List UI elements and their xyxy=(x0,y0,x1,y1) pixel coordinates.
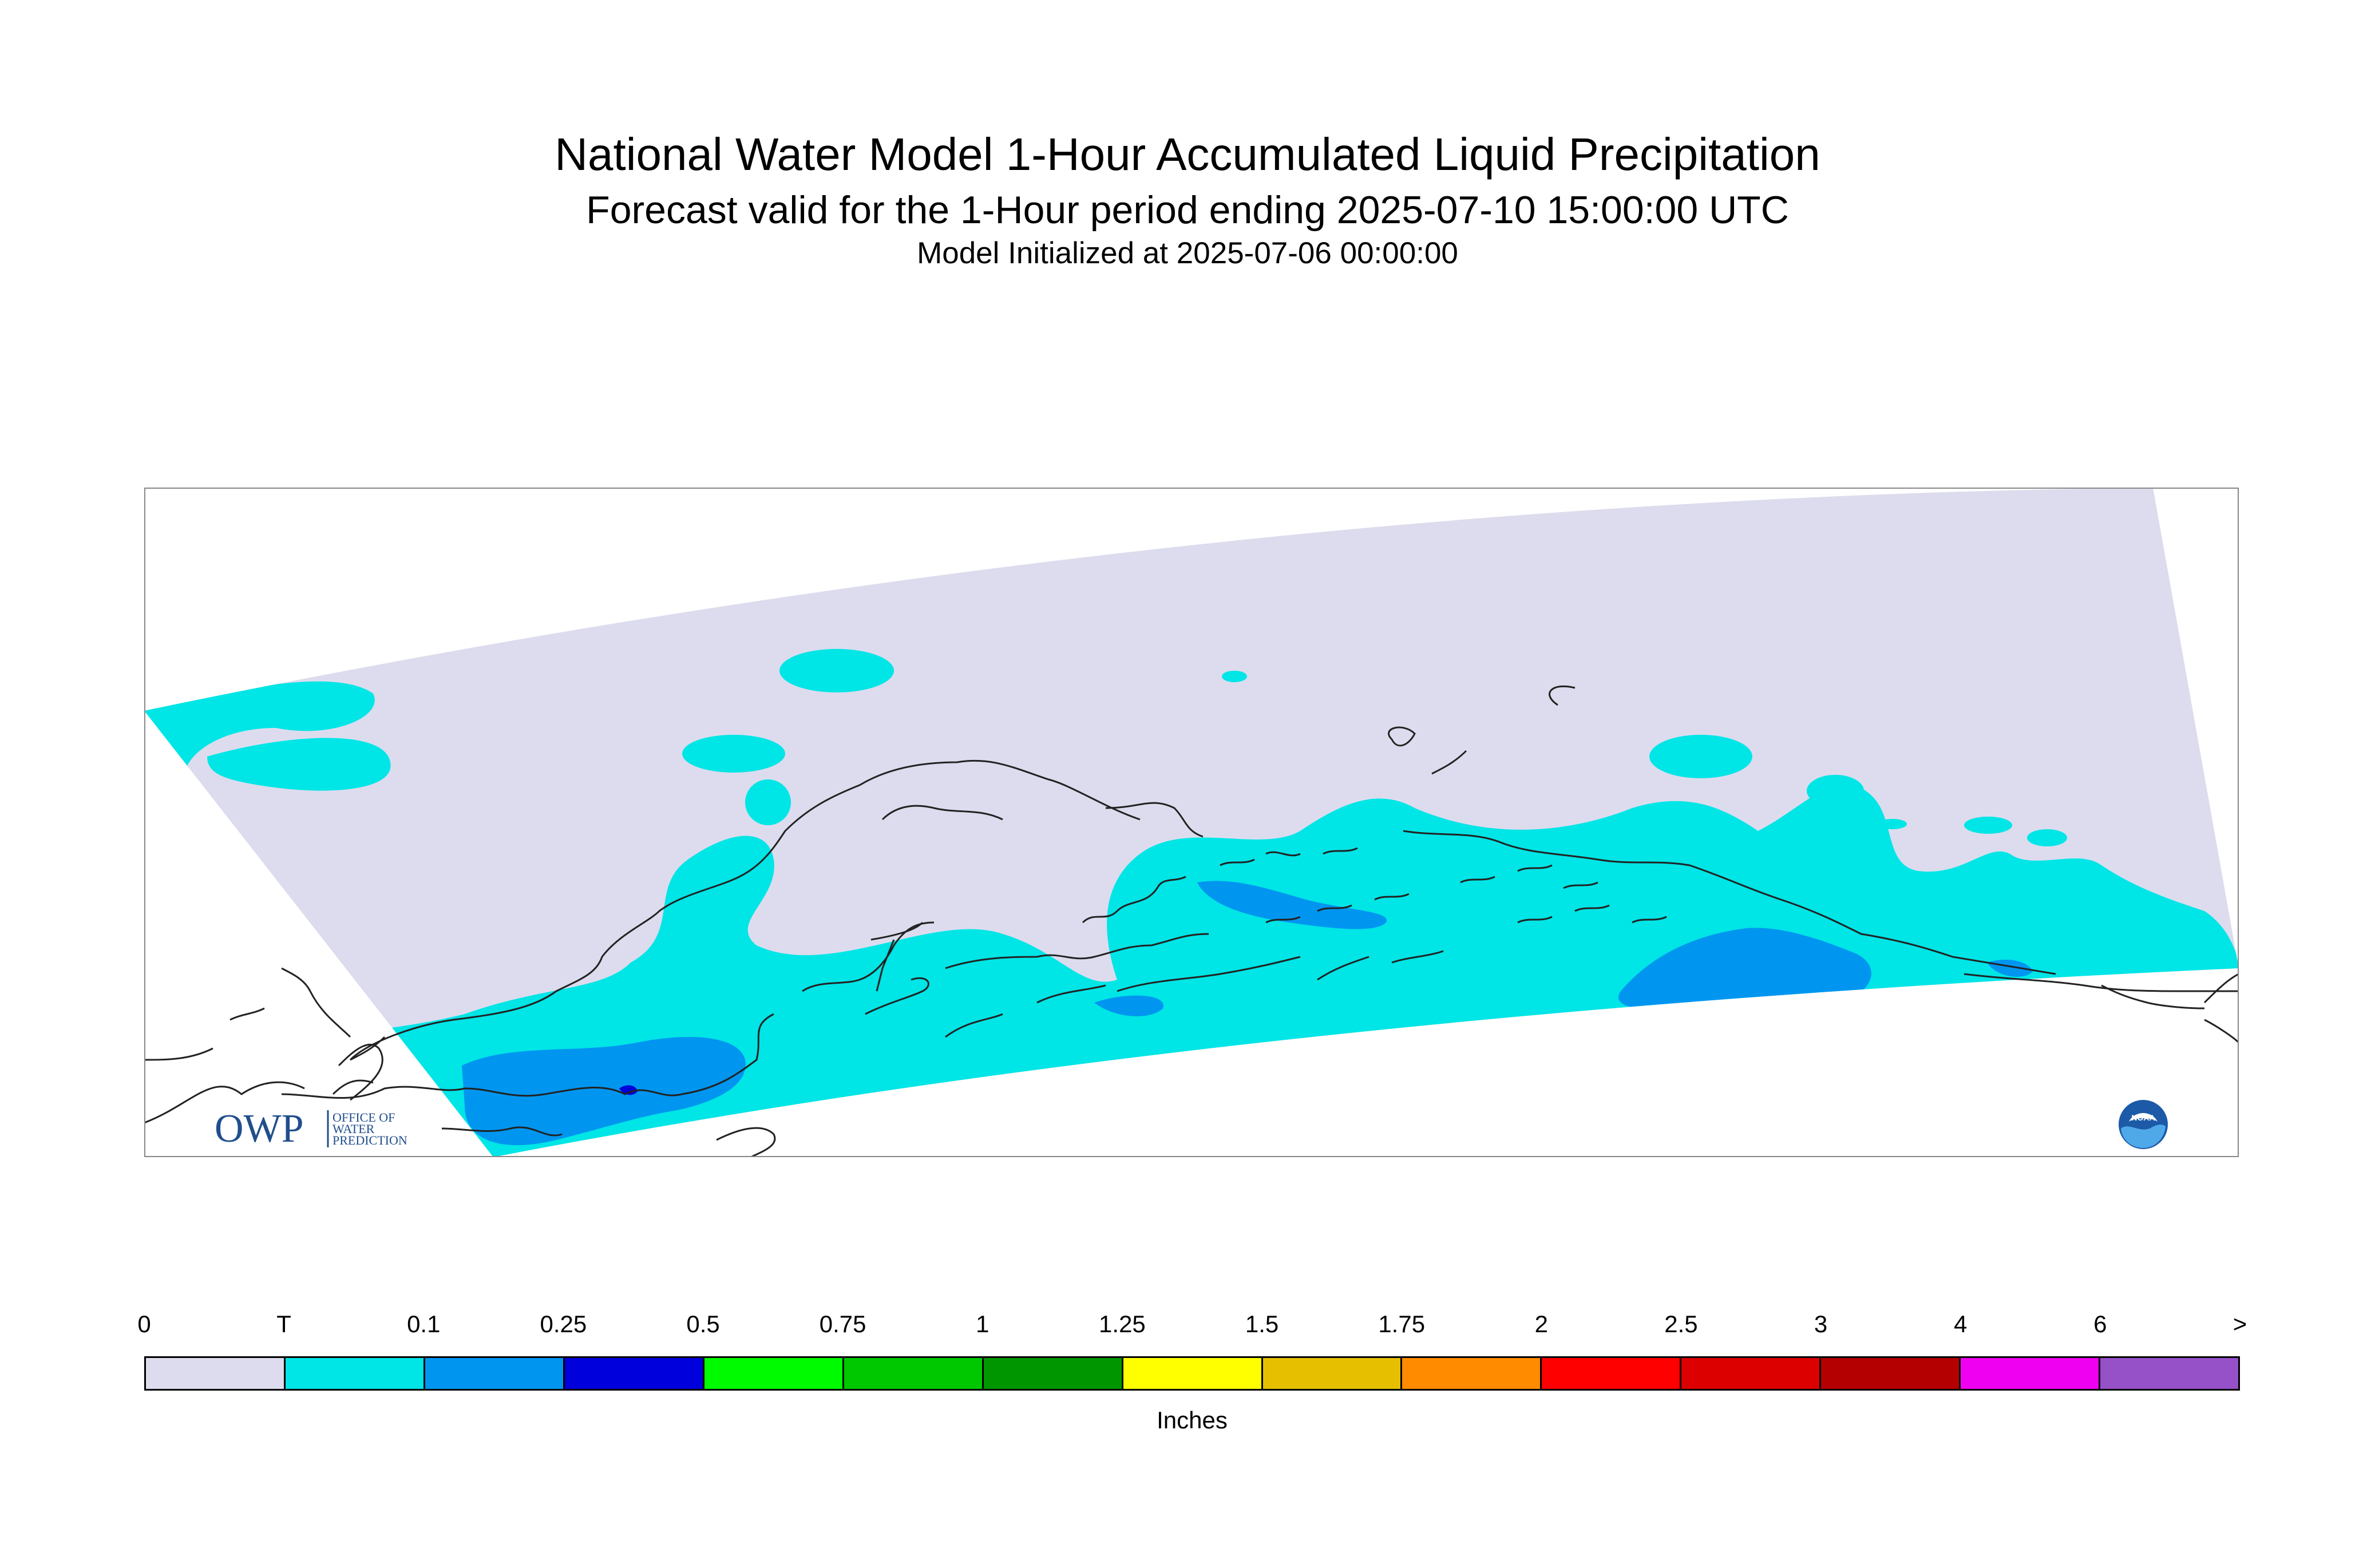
legend-tick-label: 0.75 xyxy=(819,1310,866,1337)
owp-logo: OWP OFFICE OF WATER PREDICTION xyxy=(215,1102,432,1153)
light-precip-areas xyxy=(462,881,2033,1146)
legend-swatch xyxy=(704,1358,844,1389)
legend-swatch xyxy=(844,1358,984,1389)
legend-tick-label: > xyxy=(2232,1310,2247,1337)
moderate-precip-areas xyxy=(619,1085,638,1095)
legend-swatch xyxy=(1821,1358,1961,1389)
noaa-logo: NOAA xyxy=(2117,1099,2169,1150)
legend-tick-label: 1 xyxy=(976,1310,989,1337)
coastline-borders xyxy=(144,685,2239,1157)
legend-tick-label: 1.75 xyxy=(1378,1310,1426,1337)
precipitation-map xyxy=(144,488,2239,1157)
owp-text-line1: OFFICE OF xyxy=(332,1110,395,1124)
legend-tick-label: 2 xyxy=(1534,1310,1549,1337)
owp-text-line3: PREDICTION xyxy=(332,1133,407,1147)
legend-tick-label: 3 xyxy=(1814,1310,1828,1337)
map-frame xyxy=(144,488,2239,1157)
legend-tick-label: 0.5 xyxy=(686,1310,720,1337)
legend-tick-label: 1.25 xyxy=(1099,1310,1146,1337)
legend-swatch xyxy=(564,1358,704,1389)
legend-tick-label: 0 xyxy=(137,1310,151,1337)
legend-tick-label: 0.25 xyxy=(540,1310,587,1337)
forecast-valid-subtitle: Forecast valid for the 1-Hour period end… xyxy=(586,188,1789,232)
legend-swatch xyxy=(146,1358,286,1389)
coastal-islands xyxy=(144,847,1667,1095)
model-init-line: Model Initialized at 2025-07-06 00:00:00 xyxy=(917,236,1458,270)
legend-swatch xyxy=(2100,1358,2239,1389)
legend-swatch xyxy=(1262,1358,1403,1389)
owp-text-line2: WATER xyxy=(332,1122,375,1136)
legend-colorbar xyxy=(144,1356,2240,1391)
legend-tick-label: T xyxy=(276,1310,291,1337)
legend-swatch xyxy=(1961,1358,2101,1389)
map-title: National Water Model 1-Hour Accumulated … xyxy=(555,129,1820,180)
legend-tick-label: 6 xyxy=(2093,1310,2107,1337)
legend-swatch xyxy=(1123,1358,1263,1389)
legend-tick-label: 2.5 xyxy=(1664,1310,1698,1337)
legend-swatch xyxy=(425,1358,565,1389)
legend-tick-label: 4 xyxy=(1954,1310,1968,1337)
legend-swatch xyxy=(1402,1358,1542,1389)
legend-swatch xyxy=(285,1358,425,1389)
legend-tick-label: 0.1 xyxy=(407,1310,441,1337)
noaa-logo-text: NOAA xyxy=(2131,1113,2155,1122)
legend-swatch xyxy=(1542,1358,1682,1389)
owp-mark: OWP xyxy=(215,1107,304,1151)
legend-units-label: Inches xyxy=(1157,1407,1228,1434)
legend-swatch xyxy=(1681,1358,1822,1389)
color-legend: 0 T 0.1 0.25 0.5 0.75 1 1.25 1.5 1.75 2 2.5 3 4 6 > Inc… xyxy=(137,1310,2247,1459)
legend-tick-label: 1.5 xyxy=(1245,1310,1279,1337)
legend-swatch xyxy=(983,1358,1123,1389)
